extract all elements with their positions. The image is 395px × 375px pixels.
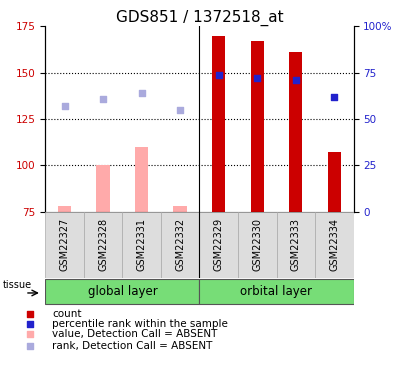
Point [293,77,299,83]
Text: GSM22330: GSM22330 [252,218,262,271]
Text: GSM22331: GSM22331 [137,218,147,271]
Text: GSM22329: GSM22329 [214,218,224,271]
Bar [315,212,354,278]
Bar [58,206,71,212]
Text: GSM22328: GSM22328 [98,218,108,271]
Text: count: count [52,309,82,319]
Bar [250,41,264,212]
Point [27,311,34,317]
Bar [212,36,226,212]
Bar [199,279,354,304]
Text: rank, Detection Call = ABSENT: rank, Detection Call = ABSENT [52,341,213,351]
Bar [84,212,122,278]
Bar [289,52,303,212]
Title: GDS851 / 1372518_at: GDS851 / 1372518_at [116,10,283,26]
Text: global layer: global layer [88,285,157,298]
Point [177,107,183,113]
Bar [45,279,199,304]
Bar [327,153,341,212]
Text: GSM22334: GSM22334 [329,218,339,271]
Point [27,343,34,349]
Bar [45,212,84,278]
Bar [173,206,187,212]
Text: value, Detection Call = ABSENT: value, Detection Call = ABSENT [52,329,218,339]
Point [139,90,145,96]
Bar [238,212,276,278]
Bar [161,212,199,278]
Bar [199,212,238,278]
Text: GSM22332: GSM22332 [175,218,185,271]
Point [216,72,222,78]
Bar [276,212,315,278]
Text: orbital layer: orbital layer [241,285,312,298]
Bar [96,165,110,212]
Point [62,103,68,109]
Text: tissue: tissue [2,280,31,290]
Bar [122,212,161,278]
Point [27,321,34,327]
Point [27,332,34,338]
Point [254,75,260,81]
Text: GSM22327: GSM22327 [60,218,70,272]
Bar [135,147,149,212]
Text: percentile rank within the sample: percentile rank within the sample [52,319,228,329]
Point [331,94,337,100]
Text: GSM22333: GSM22333 [291,218,301,271]
Point [100,96,106,102]
